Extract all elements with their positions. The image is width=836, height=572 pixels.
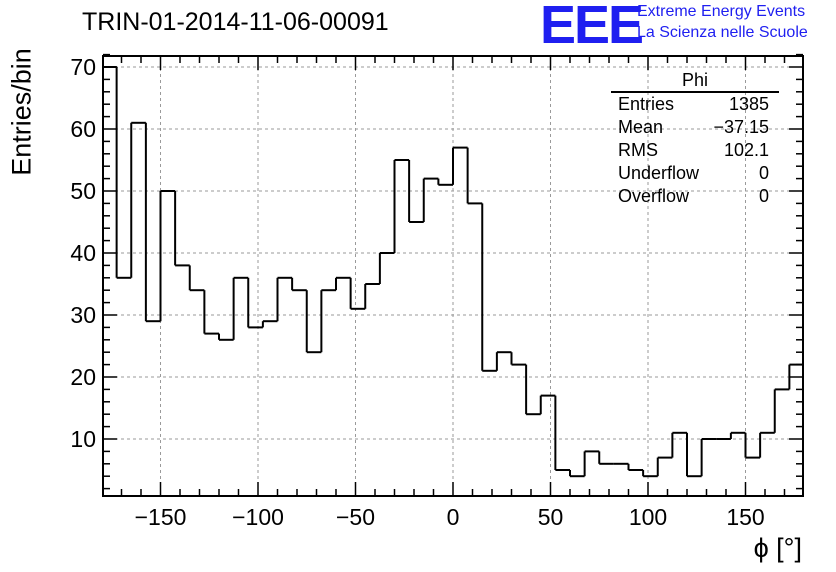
histogram-bin bbox=[144, 122, 161, 323]
x-tick-label: −100 bbox=[232, 504, 284, 530]
histogram-bin bbox=[232, 276, 249, 340]
histogram-bin bbox=[495, 351, 512, 371]
stats-title: Phi bbox=[611, 70, 779, 93]
stats-key: Entries bbox=[618, 94, 675, 114]
histogram-bin bbox=[408, 160, 424, 223]
histogram-bin bbox=[378, 252, 395, 284]
logo-subtitle-line1: Extreme Energy Events bbox=[637, 3, 806, 20]
y-tick-label: 60 bbox=[70, 116, 96, 142]
stats-row-rms: RMS 102.1 bbox=[611, 139, 779, 162]
stats-value: 102.1 bbox=[723, 140, 769, 160]
stats-value: −37.15 bbox=[713, 117, 769, 137]
y-tick-label: 70 bbox=[70, 54, 96, 80]
histogram-bin bbox=[510, 352, 527, 366]
histogram-bin bbox=[729, 431, 746, 439]
stats-key: RMS bbox=[618, 140, 658, 160]
logo-subtitle-line2: La Scienza nelle Scuole bbox=[637, 24, 808, 41]
chart-title: TRIN-01-2014-11-06-00091 bbox=[82, 8, 389, 36]
histogram-bin bbox=[481, 203, 497, 372]
histogram-bin bbox=[422, 177, 439, 222]
y-tick-label: 40 bbox=[70, 240, 96, 266]
histogram-bin bbox=[627, 463, 644, 471]
stats-row-mean: Mean −37.15 bbox=[611, 116, 779, 139]
histogram-bin bbox=[452, 146, 468, 185]
histogram-bin bbox=[174, 191, 190, 267]
histogram-bin bbox=[466, 147, 483, 205]
stats-value: 0 bbox=[758, 163, 769, 183]
histogram-bin bbox=[305, 290, 322, 354]
stats-row-underflow: Underflow 0 bbox=[611, 162, 779, 185]
histogram-bin bbox=[569, 470, 585, 478]
histogram-bin bbox=[115, 67, 132, 279]
histogram-bin bbox=[539, 394, 556, 415]
stats-key: Mean bbox=[618, 117, 664, 137]
histogram-bin bbox=[349, 277, 366, 310]
histogram-bin bbox=[656, 456, 673, 477]
x-tick-label: 50 bbox=[538, 504, 564, 530]
stats-value: 0 bbox=[758, 186, 769, 206]
tick-labels: −150 −100 −50 0 50 100 150 10 20 30 40 50 60 70 bbox=[70, 54, 764, 530]
y-axis-label: Entries/bin bbox=[6, 48, 37, 176]
x-tick-label: 100 bbox=[629, 504, 667, 530]
eee-logo: EEE bbox=[540, 0, 644, 55]
histogram-bin bbox=[686, 432, 702, 478]
histogram-bin bbox=[188, 265, 205, 292]
histogram-bin bbox=[291, 277, 307, 292]
axis-ticks bbox=[103, 53, 803, 496]
y-tick-label: 20 bbox=[70, 364, 96, 390]
histogram-bin bbox=[598, 451, 614, 465]
stats-row-overflow: Overflow 0 bbox=[611, 185, 779, 208]
histogram-bin bbox=[159, 190, 176, 322]
histogram-bin bbox=[335, 276, 351, 291]
stats-box: Phi Entries 1385 Mean −37.15 RMS 102.1 U… bbox=[611, 70, 779, 208]
stats-value: 1385 bbox=[728, 94, 769, 114]
histogram-bin bbox=[700, 438, 717, 477]
y-tick-label: 50 bbox=[70, 178, 96, 204]
x-tick-label: −50 bbox=[336, 504, 375, 530]
histogram-bin bbox=[671, 431, 687, 458]
histogram-bin bbox=[218, 333, 234, 341]
histogram-bin bbox=[744, 432, 761, 459]
histogram-bin bbox=[320, 289, 336, 353]
histogram-bin bbox=[583, 450, 600, 477]
histogram-bin bbox=[130, 121, 146, 278]
stats-row-entries: Entries 1385 bbox=[611, 93, 779, 116]
y-tick-label: 30 bbox=[70, 302, 96, 328]
histogram-bin bbox=[203, 290, 219, 335]
histogram-bin bbox=[554, 395, 570, 471]
histogram-bin bbox=[247, 277, 263, 329]
x-tick-label: 0 bbox=[447, 504, 460, 530]
x-axis-label: ϕ [°] bbox=[753, 533, 802, 563]
histogram-bin bbox=[261, 320, 278, 328]
histogram-bin bbox=[525, 364, 541, 416]
histogram-bin bbox=[276, 276, 293, 322]
histogram-bin bbox=[642, 470, 658, 478]
histogram-bin bbox=[773, 388, 790, 433]
y-tick-label: 10 bbox=[70, 426, 96, 452]
stats-key: Overflow bbox=[618, 186, 690, 206]
x-tick-label: 150 bbox=[726, 504, 764, 530]
histogram-bin bbox=[759, 431, 775, 458]
histogram-bin bbox=[364, 283, 380, 309]
stats-key: Underflow bbox=[618, 163, 700, 183]
histogram-bin bbox=[393, 159, 410, 253]
x-tick-label: −150 bbox=[135, 504, 187, 530]
histogram-bin bbox=[437, 178, 453, 186]
